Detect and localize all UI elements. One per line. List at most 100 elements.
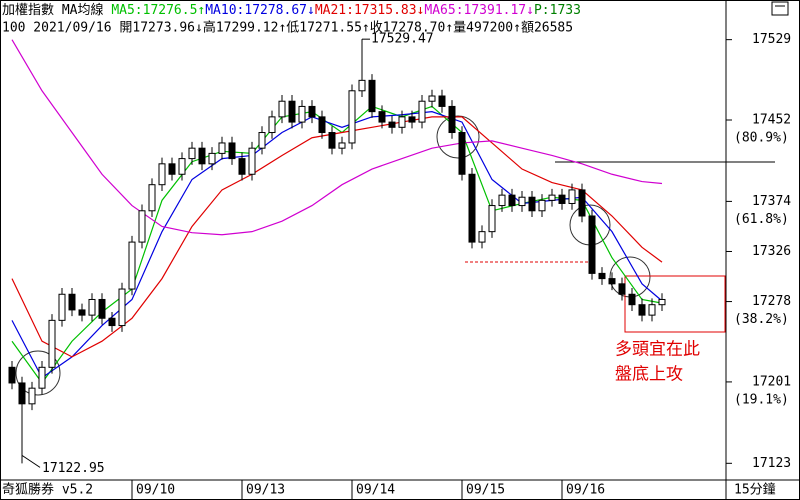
- legend-entry: MA65:17391.17↓: [424, 3, 534, 18]
- legend-entry: MA10:17278.67↓: [205, 3, 315, 18]
- candle-body: [38, 366, 46, 389]
- legend-entry: P:1733: [534, 3, 581, 18]
- candle-body: [358, 79, 366, 92]
- candle-body: [228, 142, 236, 160]
- y-tick-label: 17452: [752, 113, 791, 128]
- candle-body: [188, 147, 196, 160]
- period-label: 15分鐘: [734, 482, 776, 498]
- candle-body: [198, 147, 206, 165]
- candle-body: [598, 272, 606, 280]
- fib-label: (61.8%): [734, 212, 789, 227]
- candle-body: [508, 194, 516, 207]
- candle-body: [78, 309, 86, 316]
- candle-body: [368, 79, 376, 113]
- candle-body: [478, 231, 486, 243]
- ma-line: [11, 39, 663, 236]
- candle-body: [658, 298, 666, 306]
- candle-body: [648, 304, 656, 316]
- candle-body: [378, 111, 386, 123]
- annotation: 17529.47: [371, 32, 434, 47]
- window-icon[interactable]: [771, 1, 789, 16]
- candle-body: [248, 147, 256, 175]
- candle-body: [588, 215, 596, 274]
- candle-body: [608, 278, 616, 285]
- x-tick-label: 09/15: [466, 483, 505, 498]
- candle-body: [388, 121, 396, 128]
- candle-body: [118, 288, 126, 327]
- candle-body: [348, 90, 356, 144]
- candle-body: [288, 100, 296, 123]
- candle-body: [538, 199, 546, 212]
- candle-body: [618, 283, 626, 295]
- candle-body: [578, 189, 586, 217]
- candle-body: [278, 100, 286, 118]
- candle-body: [28, 387, 36, 405]
- candle-body: [448, 105, 456, 134]
- candle-body: [238, 158, 246, 175]
- candle-body: [298, 105, 306, 123]
- candle-body: [218, 142, 226, 154]
- x-tick-label: 09/16: [566, 483, 605, 498]
- x-tick-label: 09/14: [356, 483, 395, 498]
- info-line: 100 2021/09/16 開17273.96↓高17299.12↑低1727…: [2, 20, 573, 36]
- y-tick-label: 17326: [752, 244, 791, 259]
- candle-body: [268, 116, 276, 134]
- candle-body: [108, 317, 116, 327]
- highlight-circle: [436, 115, 480, 159]
- highlight-circle: [15, 350, 61, 396]
- y-tick-label: 17278: [752, 294, 791, 309]
- candle-body: [468, 173, 476, 243]
- software-label: 奇狐勝券 v5.2: [2, 482, 93, 498]
- candle-body: [168, 163, 176, 175]
- candle-body: [428, 95, 436, 102]
- annotation-leader: [21, 454, 41, 468]
- fib-label: (80.9%): [734, 131, 789, 146]
- candle-body: [408, 116, 416, 123]
- candle-body: [458, 132, 466, 175]
- candle-body: [628, 293, 636, 306]
- candle-body: [338, 142, 346, 149]
- candle-body: [398, 116, 406, 128]
- y-tick-label: 17374: [752, 194, 791, 209]
- annotation: 多頭宜在此: [615, 340, 700, 360]
- candle-body: [328, 132, 336, 149]
- candle-body: [48, 319, 56, 368]
- candle-body: [178, 158, 186, 175]
- candle-body: [148, 184, 156, 212]
- candle-body: [568, 189, 576, 204]
- candle-body: [158, 163, 166, 186]
- annotation: 盤底上攻: [615, 365, 683, 385]
- candle-body: [98, 298, 106, 319]
- x-tick-label: 09/10: [136, 483, 175, 498]
- candle-body: [258, 132, 266, 149]
- candle-body: [638, 304, 646, 316]
- highlight-box: [624, 275, 726, 333]
- candle-body: [308, 105, 316, 118]
- fib-label: (38.2%): [734, 312, 789, 327]
- candle-body: [128, 241, 136, 290]
- legend-entry: MA5:17276.5↑: [111, 3, 205, 18]
- candle-body: [58, 293, 66, 321]
- candle-body: [558, 194, 566, 204]
- candle-body: [438, 95, 446, 107]
- candle-body: [418, 100, 426, 123]
- candle-body: [498, 194, 506, 207]
- legend-entry: 加權指數 MA均線: [2, 2, 103, 18]
- plot-area: [8, 39, 666, 464]
- candle-body: [68, 293, 76, 311]
- candle-body: [88, 298, 96, 316]
- candle-body: [488, 205, 496, 233]
- candle-body: [18, 382, 26, 405]
- header: 加權指數 MA均線 MA5:17276.5↑MA10:17278.67↓MA21…: [2, 2, 581, 36]
- candle-body: [208, 152, 216, 165]
- annotation: 17122.95: [42, 461, 105, 476]
- header-line: 加權指數 MA均線 MA5:17276.5↑MA10:17278.67↓MA21…: [2, 2, 581, 18]
- fib-label: (19.1%): [734, 392, 789, 407]
- candle-body: [138, 210, 146, 243]
- candle-body: [8, 366, 16, 384]
- y-tick-label: 17123: [752, 456, 791, 471]
- candle-body: [318, 116, 326, 134]
- y-tick-label: 17529: [752, 32, 791, 47]
- x-tick-label: 09/13: [246, 483, 285, 498]
